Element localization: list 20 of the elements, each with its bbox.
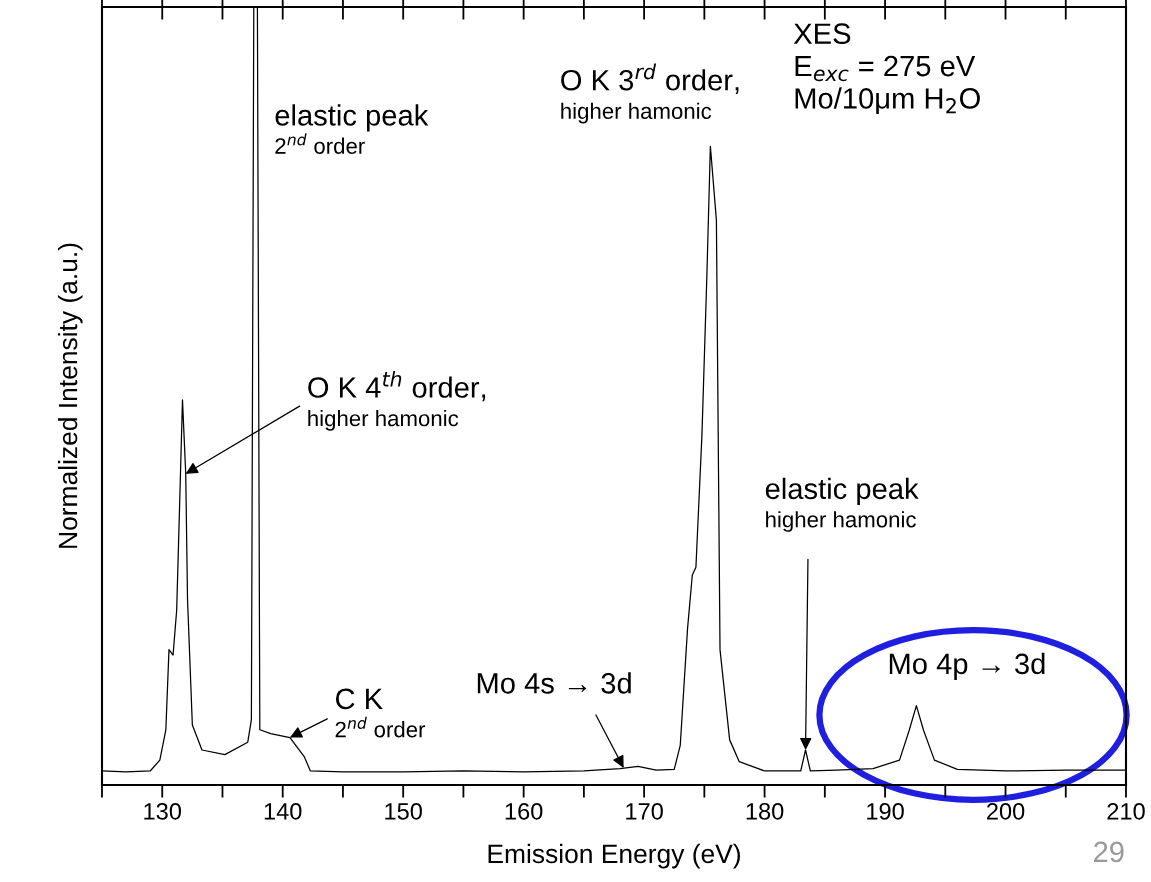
x-tick-label: 150 (385, 802, 422, 820)
annotation: Mo 4s → 3d (477, 672, 631, 694)
annotation: Mo 4p → 3d (889, 652, 1045, 680)
annotation: C K 2$^{nd}$ order (335, 688, 426, 738)
x-tick-label: 200 (987, 802, 1025, 820)
annotation: O K 4$^{th}$ order, higher hamonic (308, 370, 486, 431)
annotation: elastic peak 2$^{nd}$ order (275, 104, 429, 154)
annotation: elastic peak higher hamonic (765, 477, 919, 532)
x-tick-label: 180 (746, 802, 784, 820)
x-tick-label: 160 (505, 802, 543, 820)
y-axis-title: Normalized Intensity (a.u.) (57, 243, 83, 548)
x-tick-label: 140 (264, 802, 302, 820)
x-tick-label: 130 (144, 802, 182, 820)
x-tick-label: 210 (1107, 802, 1145, 820)
x-tick-label: 190 (867, 802, 904, 820)
annotation: O K 3$^{rd}$ order, higher hamonic (561, 63, 739, 124)
x-axis-title: Emission Energy (eV) (488, 843, 740, 869)
annotation: XES E$_{exc}$ = 275 eV Mo/10μm H$_{2}$O (793, 23, 980, 115)
text: 29 (1094, 841, 1124, 863)
x-tick-label: 170 (626, 802, 663, 820)
